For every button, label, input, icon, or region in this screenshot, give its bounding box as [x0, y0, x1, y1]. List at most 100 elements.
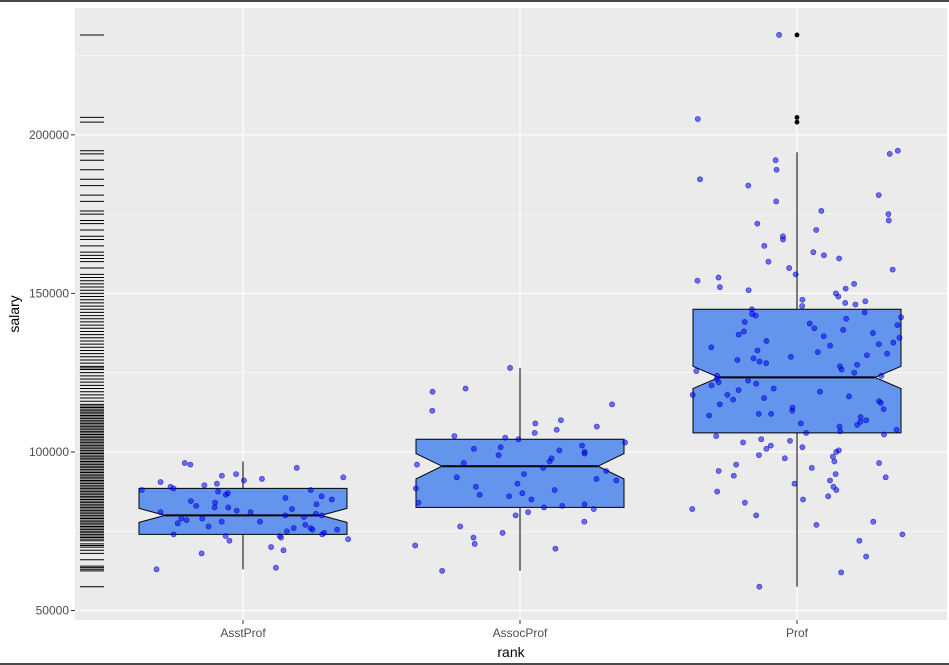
data-point: [415, 499, 422, 506]
box-Prof: [692, 308, 902, 434]
data-point: [735, 387, 742, 394]
data-point: [470, 534, 477, 541]
data-point: [499, 529, 506, 536]
data-point: [857, 418, 864, 425]
data-point: [740, 439, 746, 446]
data-point: [837, 428, 844, 435]
data-point: [806, 320, 813, 327]
data-point: [813, 227, 820, 233]
data-point: [761, 395, 768, 401]
data-point: [763, 360, 770, 367]
data-point: [749, 311, 755, 317]
data-point: [715, 274, 722, 281]
data-point: [763, 445, 770, 452]
data-point: [741, 328, 747, 335]
data-point: [780, 233, 786, 240]
data-point: [741, 319, 748, 325]
data-point: [885, 217, 892, 224]
data-point: [811, 325, 818, 332]
data-point: [328, 496, 335, 503]
data-point: [272, 564, 279, 571]
data-point: [497, 444, 504, 451]
axes: 50000 100000 150000 200000 AsstProf AssocProf…: [29, 128, 809, 640]
data-point: [268, 544, 274, 550]
data-point: [875, 192, 882, 198]
data-point: [821, 252, 827, 259]
data-point: [233, 471, 240, 478]
data-point: [313, 510, 319, 517]
data-point: [799, 303, 806, 309]
data-point: [827, 342, 834, 349]
data-point: [429, 407, 436, 414]
data-point: [284, 528, 290, 535]
data-point: [756, 358, 763, 365]
data-point: [697, 176, 703, 183]
x-tick-label: AssocProf: [493, 626, 548, 640]
data-point: [138, 487, 145, 493]
data-point: [735, 331, 742, 338]
data-point: [803, 430, 810, 436]
data-point: [215, 488, 221, 495]
data-point: [808, 464, 815, 471]
data-point: [307, 525, 314, 531]
data-point: [521, 471, 527, 478]
x-axis-title: rank: [497, 644, 525, 660]
data-point: [761, 242, 768, 249]
data-point: [745, 377, 752, 384]
data-point: [218, 472, 225, 479]
data-point: [885, 211, 892, 218]
y-tick-label: 200000: [29, 128, 69, 142]
data-point: [694, 277, 701, 284]
data-point: [302, 521, 309, 528]
data-point: [593, 423, 600, 430]
data-point: [174, 520, 181, 527]
outlier-point: [794, 119, 800, 125]
data-point: [531, 430, 538, 436]
data-point: [750, 355, 757, 362]
data-point: [831, 458, 838, 465]
data-point: [817, 388, 823, 395]
data-point: [345, 536, 352, 543]
data-point: [225, 504, 232, 511]
data-point: [833, 290, 839, 297]
data-point: [894, 322, 901, 328]
data-point: [581, 518, 588, 525]
data-point: [863, 553, 870, 560]
data-point: [734, 357, 741, 363]
data-point: [889, 266, 896, 273]
data-point: [495, 452, 502, 459]
data-point: [880, 406, 887, 413]
data-point: [212, 499, 218, 506]
data-point: [199, 515, 206, 522]
data-point: [899, 531, 906, 538]
data-point: [894, 147, 901, 154]
data-point: [453, 474, 460, 481]
data-point: [241, 477, 247, 484]
data-point: [884, 350, 890, 357]
data-point: [276, 533, 283, 539]
x-tick-label: AsstProf: [220, 626, 266, 640]
data-point: [765, 258, 772, 265]
data-point: [838, 569, 845, 576]
data-point: [282, 512, 289, 519]
data-point: [708, 344, 715, 351]
data-point: [898, 314, 904, 321]
data-point: [754, 220, 761, 227]
data-point: [773, 166, 780, 173]
data-point: [862, 298, 869, 305]
boxplots: [138, 152, 902, 587]
data-point: [749, 306, 755, 313]
data-point: [541, 504, 547, 511]
data-point: [515, 436, 522, 443]
data-point: [827, 477, 833, 484]
data-point: [693, 368, 700, 374]
data-point: [472, 483, 479, 490]
data-point: [590, 506, 597, 512]
data-point: [763, 338, 770, 344]
outlier-point: [794, 114, 800, 120]
data-point: [864, 352, 870, 359]
data-point: [870, 518, 877, 525]
data-point: [781, 455, 788, 462]
data-point: [689, 506, 696, 512]
